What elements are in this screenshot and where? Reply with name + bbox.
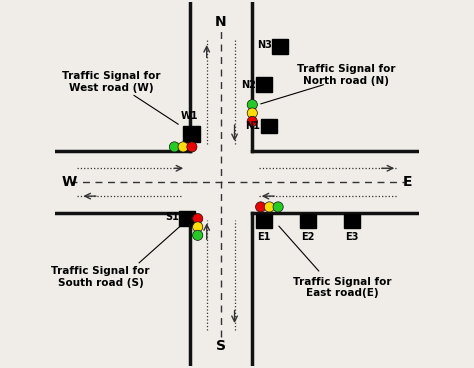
Text: N: N	[215, 15, 227, 29]
Circle shape	[247, 108, 257, 118]
Text: Traffic Signal for
South road (S): Traffic Signal for South road (S)	[51, 266, 150, 287]
Bar	[55, 213, 190, 366]
Text: N2: N2	[241, 80, 255, 90]
Bar	[255, 77, 272, 92]
Circle shape	[169, 142, 180, 152]
Text: E: E	[403, 175, 412, 189]
Text: Traffic Signal for
North road (N): Traffic Signal for North road (N)	[297, 64, 395, 86]
Bar	[344, 214, 360, 229]
Circle shape	[255, 202, 266, 212]
Text: N1: N1	[246, 121, 260, 131]
Bar	[190, 2, 252, 366]
Bar	[190, 151, 252, 213]
Text: Traffic Signal for
West road (W): Traffic Signal for West road (W)	[62, 71, 161, 93]
Circle shape	[187, 142, 197, 152]
Circle shape	[192, 222, 203, 232]
Bar	[183, 126, 200, 142]
Bar	[272, 39, 288, 54]
Bar	[300, 214, 316, 229]
Bar	[55, 151, 419, 213]
Text: W: W	[62, 175, 77, 189]
Circle shape	[247, 116, 257, 127]
Text: S: S	[216, 339, 226, 353]
Bar	[252, 213, 419, 366]
Text: N3: N3	[257, 40, 272, 50]
Bar	[261, 118, 277, 133]
Circle shape	[178, 142, 188, 152]
Circle shape	[192, 213, 203, 224]
Bar	[55, 2, 190, 151]
Text: S1: S1	[165, 212, 179, 223]
Text: E3: E3	[345, 232, 358, 242]
Circle shape	[192, 230, 203, 240]
Bar	[256, 214, 272, 229]
Text: E2: E2	[301, 232, 315, 242]
Circle shape	[247, 100, 257, 110]
Circle shape	[264, 202, 274, 212]
Text: Traffic Signal for
East road(E): Traffic Signal for East road(E)	[293, 277, 392, 298]
Circle shape	[273, 202, 283, 212]
Bar	[179, 211, 195, 226]
Text: E1: E1	[257, 232, 271, 242]
Bar	[252, 2, 419, 151]
Text: W1: W1	[181, 111, 199, 121]
